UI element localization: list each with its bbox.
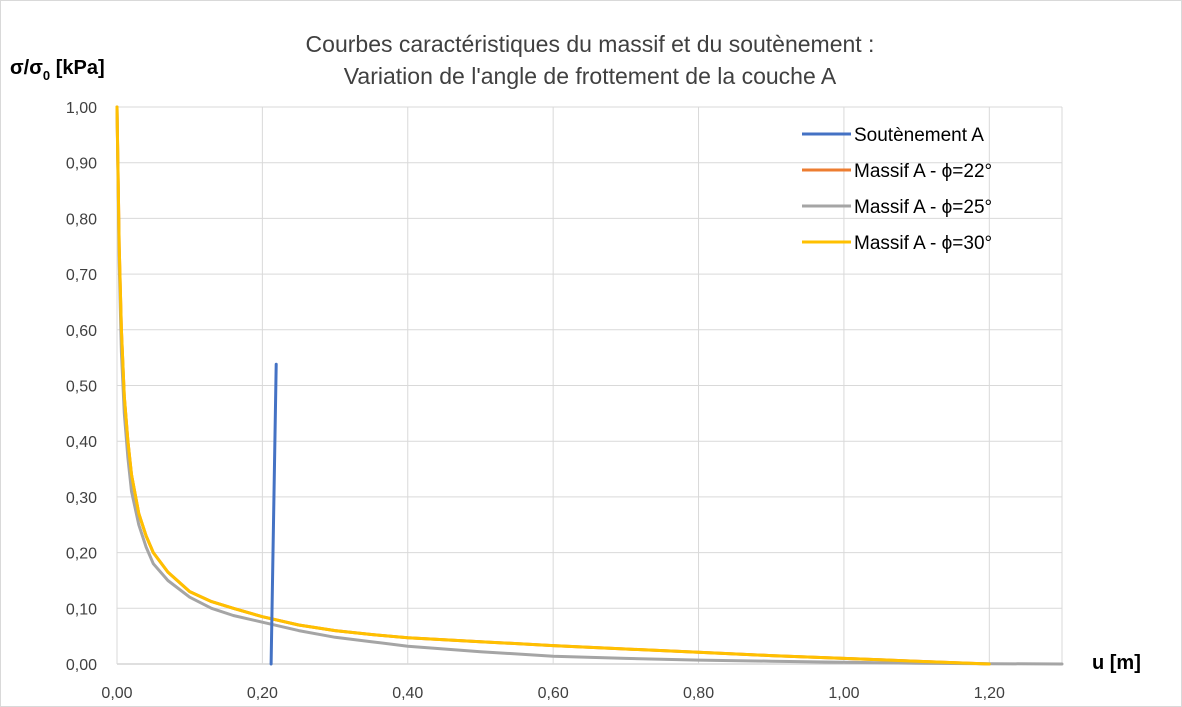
y-tick-label: 1,00 <box>66 100 97 117</box>
x-tick-label: 1,20 <box>974 685 1005 702</box>
legend-label: Massif A - ϕ=30° <box>854 233 992 254</box>
x-axis-title: u [m] <box>1092 652 1141 674</box>
y-tick-label: 0,10 <box>66 601 97 618</box>
y-axis-title-main: σ/σ <box>10 57 43 79</box>
y-tick-label: 0,80 <box>66 211 97 228</box>
y-tick-label: 0,90 <box>66 156 97 173</box>
y-axis-title-subscript: 0 <box>43 68 50 83</box>
legend-item-1: Massif A - ϕ=22° <box>802 161 992 182</box>
tick-labels: 0,00 0,10 0,20 0,30 0,40 0,50 0,60 0,70 0,80 0,90… <box>66 100 1005 702</box>
y-tick-label: 0,70 <box>66 267 97 284</box>
legend: Soutènement A Massif A - ϕ=22° Massif A - … <box>802 125 992 254</box>
x-tick-label: 0,00 <box>101 685 132 702</box>
x-tick-label: 0,20 <box>247 685 278 702</box>
y-axis-title: σ/σ0 [kPa] <box>10 57 105 83</box>
legend-item-3: Massif A - ϕ=30° <box>802 233 992 254</box>
chart-title-line2: Variation de l'angle de frottement de la… <box>344 63 837 89</box>
x-tick-label: 0,40 <box>392 685 423 702</box>
legend-label: Massif A - ϕ=25° <box>854 197 992 218</box>
y-tick-label: 0,20 <box>66 546 97 563</box>
gridlines <box>116 106 1063 665</box>
y-tick-label: 0,50 <box>66 379 97 396</box>
legend-item-0: Soutènement A <box>802 125 984 146</box>
legend-label: Soutènement A <box>854 125 984 146</box>
series-line-0 <box>269 362 278 666</box>
y-tick-label: 0,30 <box>66 490 97 507</box>
x-tick-label: 1,00 <box>828 685 859 702</box>
y-axis-title-unit: [kPa] <box>50 57 104 79</box>
x-tick-label: 0,60 <box>538 685 569 702</box>
y-tick-label: 0,60 <box>66 323 97 340</box>
series-lines <box>115 105 1064 666</box>
y-tick-label: 0,40 <box>66 434 97 451</box>
series-line-3 <box>115 105 991 666</box>
chart-title-line1: Courbes caractéristiques du massif et du… <box>306 31 875 57</box>
x-tick-label: 0,80 <box>683 685 714 702</box>
legend-item-2: Massif A - ϕ=25° <box>802 197 992 218</box>
y-tick-label: 0,00 <box>66 657 97 674</box>
legend-label: Massif A - ϕ=22° <box>854 161 992 182</box>
series-line-2 <box>115 105 1064 666</box>
